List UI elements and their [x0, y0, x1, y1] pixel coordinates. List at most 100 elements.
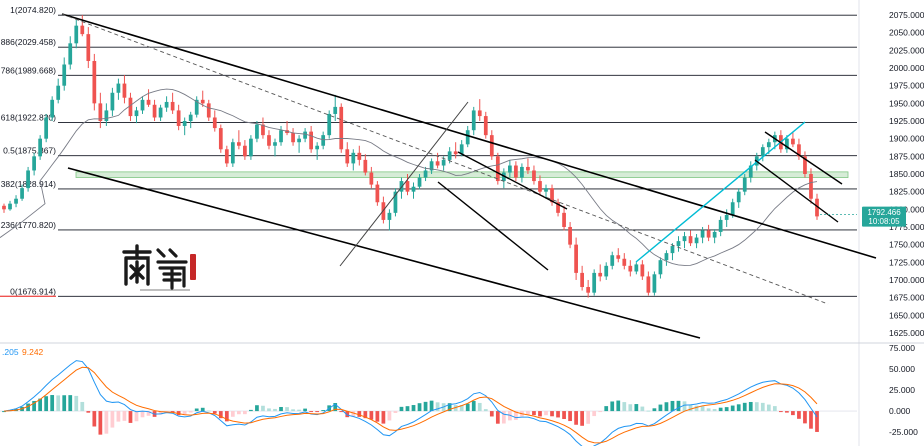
fib-level-label: 1(2074.820) — [10, 5, 56, 15]
macd-histogram-bar — [194, 408, 199, 412]
macd-histogram-bar — [321, 410, 326, 412]
candle-body — [2, 205, 6, 210]
candle-body — [435, 161, 440, 166]
candle-body — [363, 159, 368, 173]
macd-histogram-bar — [110, 411, 115, 428]
macd-histogram-bar — [68, 395, 73, 412]
macd-histogram-bar — [182, 411, 187, 415]
candle-body — [230, 142, 235, 164]
candle-body — [730, 202, 735, 215]
candle-body — [766, 142, 771, 148]
candle-body — [243, 145, 247, 157]
candle-body — [664, 253, 669, 261]
fib-level-label: 0.886(2029.458) — [0, 37, 56, 47]
macd-histogram-bar — [574, 411, 578, 425]
candle-body — [20, 188, 24, 199]
candle-body — [610, 255, 615, 266]
candle-body — [200, 99, 205, 104]
price-tick-label: 2050.000 — [889, 28, 924, 38]
candle-body — [92, 60, 97, 104]
candle-body — [411, 186, 416, 192]
candle-body — [14, 198, 18, 204]
macd-histogram-bar — [134, 411, 139, 422]
candle-body — [712, 231, 717, 238]
macd-histogram-bar — [303, 408, 307, 412]
macd-histogram-bar — [483, 409, 488, 412]
candle-body — [218, 128, 223, 150]
candle-body — [351, 152, 356, 164]
macd-histogram-bar — [562, 411, 566, 420]
candle-body — [56, 85, 61, 100]
macd-histogram-bar — [652, 408, 657, 412]
candle-body — [104, 110, 109, 122]
macd-histogram-bar — [411, 405, 416, 412]
rising-line — [339, 101, 469, 267]
price-tick-label: 1700.000 — [889, 275, 924, 285]
candle-body — [417, 177, 422, 187]
macd-histogram-bar — [429, 400, 434, 412]
candle-body — [459, 144, 464, 155]
macd-histogram-bar — [2, 411, 6, 413]
candle-body — [706, 230, 711, 238]
macd-histogram-bar — [435, 402, 440, 412]
candle-body — [736, 191, 741, 203]
macd-histogram-bar — [243, 411, 247, 415]
candle-body — [50, 99, 55, 118]
macd-histogram-bar — [604, 406, 609, 412]
candle-body — [80, 25, 85, 35]
candle-body — [634, 264, 639, 272]
channel-lower-line — [67, 167, 701, 339]
macd-histogram-bar — [682, 401, 687, 412]
price-tick-label: 1775.000 — [889, 222, 924, 232]
candle-body — [249, 138, 253, 157]
macd-histogram-bar — [200, 407, 205, 412]
candle-body — [520, 166, 524, 178]
candles-group — [2, 15, 819, 298]
candle-body — [652, 274, 657, 293]
fib-level-label: 0(1676.914) — [10, 286, 56, 296]
macd-histogram-bar — [230, 411, 235, 417]
candle-body — [62, 64, 67, 86]
macd-histogram-bar — [664, 402, 669, 412]
candle-body — [724, 214, 729, 220]
macd-histogram-bar — [447, 403, 452, 412]
macd-line — [3, 360, 818, 446]
macd-histogram-bar — [333, 403, 338, 412]
candle-body — [483, 116, 488, 136]
macd-histogram-bar — [80, 401, 85, 412]
macd-histogram-bar — [616, 400, 621, 412]
macd-tick-label: 75.000 — [889, 343, 915, 353]
candle-body — [556, 202, 560, 213]
candle-body — [399, 181, 404, 192]
logo-seal — [190, 254, 196, 280]
macd-header-value-1: .205 — [2, 347, 19, 357]
macd-histogram-bar — [465, 403, 470, 412]
countdown-label: 10:08:05 — [868, 217, 900, 226]
candle-body — [688, 236, 693, 244]
logo-glyph-2 — [156, 248, 188, 290]
macd-histogram-bar — [706, 408, 711, 412]
candle-body — [604, 265, 609, 277]
candle-body — [303, 131, 307, 139]
macd-histogram-bar — [122, 411, 127, 421]
candle-body — [598, 272, 603, 277]
candle-body — [580, 272, 585, 288]
candle-body — [646, 276, 651, 293]
macd-histogram-bar — [760, 402, 765, 412]
candle-body — [670, 246, 675, 254]
macd-tick-label: -25.000 — [889, 427, 918, 437]
macd-histogram-bar — [224, 411, 229, 422]
candle-body — [568, 226, 572, 245]
macd-tick-label: 50.000 — [889, 364, 915, 374]
macd-histogram-bar — [568, 411, 572, 422]
macd-histogram-bar — [501, 411, 506, 424]
macd-histogram-bar — [206, 410, 211, 412]
macd-histogram-group — [2, 395, 819, 435]
candle-body — [224, 149, 229, 164]
macd-histogram-bar — [399, 406, 404, 412]
candle-body — [465, 130, 470, 145]
macd-histogram-bar — [598, 411, 603, 413]
macd-histogram-bar — [285, 407, 289, 412]
candle-body — [538, 181, 542, 192]
